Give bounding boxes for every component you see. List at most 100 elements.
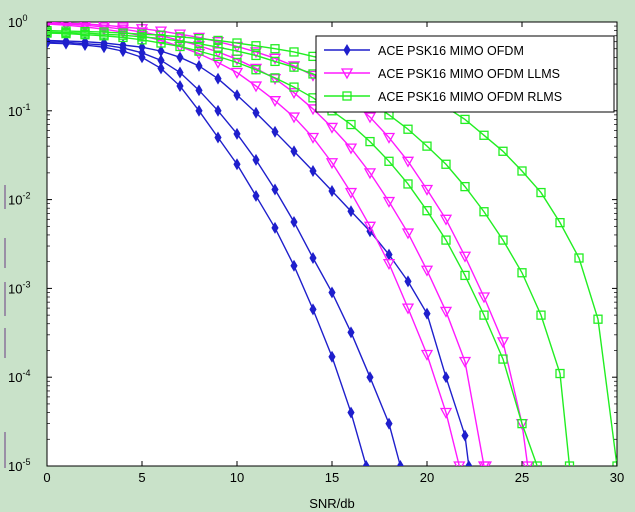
data-point-diamond	[347, 326, 355, 339]
data-point-diamond	[385, 417, 393, 430]
data-point-triangle	[439, 214, 453, 226]
data-point-square	[346, 119, 356, 130]
data-point-triangle	[496, 337, 510, 349]
data-point-square	[422, 206, 432, 216]
data-point-diamond	[252, 153, 260, 166]
data-point-square	[403, 124, 413, 134]
data-point-square	[175, 41, 185, 52]
series-line	[47, 32, 538, 466]
legend-box	[315, 35, 615, 113]
y-tick-label: 10-1	[8, 102, 30, 119]
data-point-triangle	[98, 22, 110, 32]
data-point-square	[251, 41, 261, 51]
data-point-triangle	[173, 29, 187, 41]
data-point-square	[574, 253, 584, 263]
data-point-square	[498, 235, 508, 245]
data-point-diamond	[157, 62, 165, 75]
data-point-square	[403, 179, 413, 189]
data-point-diamond	[290, 259, 298, 272]
data-point-square	[80, 26, 90, 37]
data-point-square	[517, 166, 527, 176]
data-point-square	[593, 314, 603, 324]
data-point-diamond	[404, 275, 412, 288]
data-point-triangle	[211, 37, 225, 49]
data-point-triangle	[249, 81, 263, 93]
data-point-square	[384, 156, 394, 166]
data-point-diamond	[233, 158, 241, 171]
data-point-triangle	[401, 303, 415, 315]
data-point-diamond	[214, 104, 222, 117]
data-point-square	[289, 47, 299, 57]
data-point-triangle	[439, 306, 453, 318]
data-point-square	[137, 29, 147, 39]
data-point-diamond	[290, 215, 298, 228]
y-tick-label: 100	[8, 13, 27, 30]
x-tick-label: 25	[515, 470, 529, 485]
data-point-triangle	[420, 349, 434, 361]
data-point-square	[532, 461, 542, 466]
data-point-diamond	[362, 460, 370, 466]
data-point-diamond	[157, 54, 165, 67]
data-point-diamond	[100, 37, 108, 49]
data-point-square	[460, 114, 470, 125]
side-tick-mark	[4, 238, 10, 268]
data-point-square	[251, 50, 261, 61]
data-point-diamond	[195, 59, 203, 72]
data-point-square	[175, 32, 185, 42]
data-point-square	[213, 51, 223, 62]
series-line	[47, 22, 529, 466]
data-point-square	[213, 42, 223, 52]
data-point-diamond	[214, 72, 222, 85]
data-point-triangle	[287, 112, 301, 124]
data-point-square	[118, 28, 128, 38]
data-point-square	[555, 218, 565, 228]
data-point-triangle	[116, 22, 130, 34]
data-point-square	[251, 65, 261, 75]
data-point-triangle	[453, 461, 466, 466]
data-point-diamond	[290, 145, 298, 158]
x-tick-label: 5	[138, 470, 145, 485]
x-tick-label: 10	[230, 470, 244, 485]
data-point-square	[536, 187, 546, 198]
data-point-diamond	[176, 66, 184, 79]
data-point-square	[99, 27, 109, 37]
data-point-square	[517, 268, 527, 278]
data-point-diamond	[309, 165, 317, 177]
data-point-diamond	[176, 51, 184, 64]
data-point-triangle	[268, 53, 282, 65]
legend: ACE PSK16 MIMO OFDM ACE PSK16 MIMO OFDM L…	[315, 35, 615, 113]
data-point-triangle	[521, 461, 534, 466]
data-point-diamond	[119, 39, 127, 52]
data-point-square	[270, 44, 280, 54]
data-point-triangle	[211, 57, 225, 69]
data-point-diamond	[442, 371, 450, 384]
y-tick-label: 10-5	[8, 457, 30, 474]
data-point-triangle	[401, 228, 415, 240]
data-point-triangle	[249, 47, 263, 59]
legend-entry: ACE PSK16 MIMO OFDM RLMS	[324, 90, 562, 104]
data-point-triangle	[458, 356, 472, 368]
y-tick-label: 10-3	[8, 279, 30, 296]
data-point-diamond	[195, 104, 203, 117]
data-point-square	[270, 56, 280, 67]
data-point-square	[441, 235, 451, 245]
data-point-diamond	[309, 252, 317, 264]
data-point-diamond	[396, 460, 404, 466]
legend-label: ACE PSK16 MIMO OFDM	[378, 44, 524, 58]
data-point-diamond	[328, 286, 336, 299]
data-point-square	[460, 270, 470, 281]
legend-entry: ACE PSK16 MIMO OFDM	[324, 44, 524, 58]
side-tick-mark	[4, 185, 10, 209]
data-point-triangle	[477, 292, 491, 304]
data-point-square	[536, 310, 546, 320]
data-point-triangle	[363, 168, 377, 180]
legend-label: ACE PSK16 MIMO OFDM LLMS	[378, 67, 560, 81]
data-point-triangle	[363, 221, 377, 233]
data-point-diamond	[309, 303, 317, 316]
data-point-square	[498, 146, 508, 156]
data-point-square	[194, 33, 204, 44]
data-point-square	[61, 26, 71, 36]
x-axis-label: SNR/db	[309, 496, 355, 511]
data-point-diamond	[461, 429, 469, 442]
data-point-diamond	[62, 35, 70, 48]
